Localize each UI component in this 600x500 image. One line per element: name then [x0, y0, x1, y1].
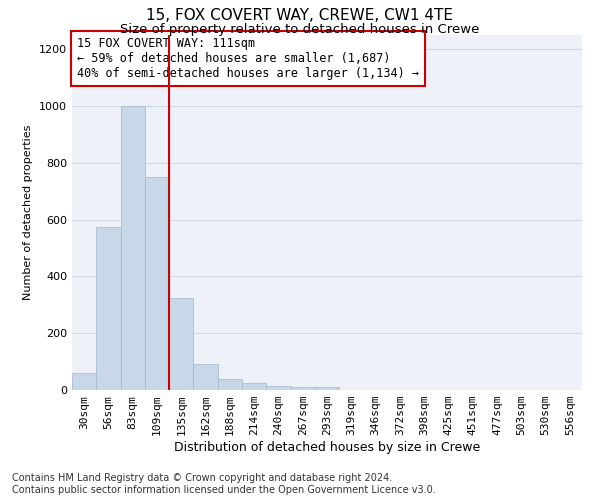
Bar — [72, 373, 96, 390]
Text: Size of property relative to detached houses in Crewe: Size of property relative to detached ho… — [121, 22, 479, 36]
X-axis label: Distribution of detached houses by size in Crewe: Distribution of detached houses by size … — [174, 441, 480, 454]
Bar — [145, 177, 169, 390]
Text: Contains HM Land Registry data © Crown copyright and database right 2024.
Contai: Contains HM Land Registry data © Crown c… — [12, 474, 436, 495]
Bar — [193, 364, 218, 390]
Bar — [290, 387, 315, 390]
Text: 15 FOX COVERT WAY: 111sqm
← 59% of detached houses are smaller (1,687)
40% of se: 15 FOX COVERT WAY: 111sqm ← 59% of detac… — [77, 37, 419, 80]
Bar — [121, 106, 145, 390]
Y-axis label: Number of detached properties: Number of detached properties — [23, 125, 34, 300]
Bar — [315, 387, 339, 390]
Bar — [242, 383, 266, 390]
Text: 15, FOX COVERT WAY, CREWE, CW1 4TE: 15, FOX COVERT WAY, CREWE, CW1 4TE — [146, 8, 454, 22]
Bar — [169, 298, 193, 390]
Bar — [96, 226, 121, 390]
Bar — [266, 386, 290, 390]
Bar — [218, 378, 242, 390]
